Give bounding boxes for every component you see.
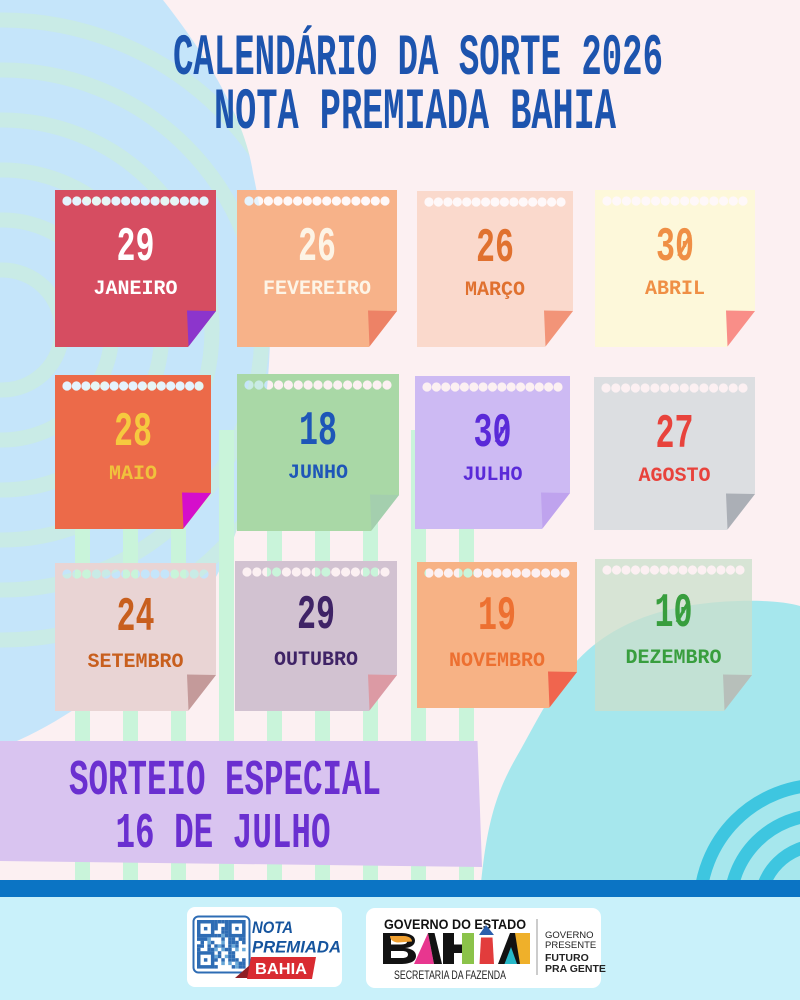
svg-text:JULHO: JULHO — [462, 464, 522, 487]
svg-text:19: 19 — [478, 590, 516, 644]
svg-text:NOVEMBRO: NOVEMBRO — [449, 650, 545, 673]
svg-text:FEVEREIRO: FEVEREIRO — [263, 278, 371, 301]
svg-text:DEZEMBRO: DEZEMBRO — [625, 647, 721, 670]
svg-text:GOVERNO: GOVERNO — [545, 930, 594, 941]
svg-text:26: 26 — [298, 221, 336, 275]
svg-text:CALENDÁRIO DA SORTE 2026: CALENDÁRIO DA SORTE 2026 — [173, 26, 663, 92]
svg-text:PRA GENTE: PRA GENTE — [545, 963, 606, 975]
svg-text:FUTURO: FUTURO — [545, 952, 589, 964]
svg-text:ABRIL: ABRIL — [645, 278, 705, 301]
svg-text:SECRETARIA DA FAZENDA: SECRETARIA DA FAZENDA — [394, 968, 506, 982]
svg-text:29: 29 — [117, 221, 155, 275]
svg-text:27: 27 — [656, 408, 694, 462]
svg-text:10: 10 — [655, 587, 693, 641]
svg-text:PREMIADA: PREMIADA — [252, 938, 341, 957]
svg-text:AGOSTO: AGOSTO — [638, 465, 710, 488]
svg-text:28: 28 — [114, 406, 152, 460]
svg-text:SORTEIO ESPECIAL: SORTEIO ESPECIAL — [69, 753, 381, 810]
svg-text:PRESENTE: PRESENTE — [545, 940, 596, 951]
svg-text:NOTA PREMIADA BAHIA: NOTA PREMIADA BAHIA — [214, 81, 616, 146]
svg-text:18: 18 — [299, 405, 337, 459]
svg-text:JANEIRO: JANEIRO — [93, 278, 177, 301]
svg-text:MARÇO: MARÇO — [465, 279, 525, 302]
svg-text:30: 30 — [474, 407, 512, 461]
svg-text:29: 29 — [297, 589, 335, 643]
svg-text:NOTA: NOTA — [252, 918, 293, 937]
svg-text:SETEMBRO: SETEMBRO — [87, 651, 183, 674]
svg-text:GOVERNO DO ESTADO: GOVERNO DO ESTADO — [384, 917, 526, 932]
svg-text:JUNHO: JUNHO — [288, 462, 348, 485]
svg-text:16 DE JULHO: 16 DE JULHO — [116, 806, 331, 863]
svg-text:OUTUBRO: OUTUBRO — [274, 649, 358, 672]
svg-text:24: 24 — [117, 591, 155, 645]
svg-text:MAIO: MAIO — [109, 463, 157, 486]
svg-text:26: 26 — [476, 222, 514, 276]
svg-text:BAHIA: BAHIA — [255, 961, 307, 978]
svg-text:30: 30 — [656, 221, 694, 275]
